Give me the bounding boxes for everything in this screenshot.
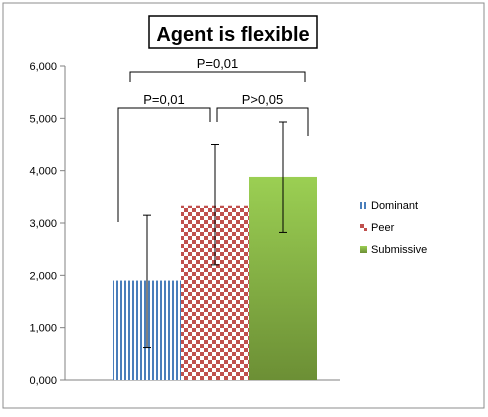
y-tick-label: 0,000	[29, 375, 57, 387]
error-bar-group	[143, 121, 287, 349]
title-box	[148, 15, 318, 49]
significance-group: P=0,01 P=0,01 P>0,05	[117, 56, 309, 222]
legend-swatch-peer	[360, 224, 367, 231]
legend-swatch-submissive	[360, 246, 367, 253]
y-tick-label: 1,000	[29, 323, 57, 335]
significance-label: P=0,01	[197, 56, 239, 71]
y-tick-label: 3,000	[29, 218, 57, 230]
significance-label: P>0,05	[242, 92, 284, 107]
significance-bracket	[216, 107, 309, 136]
y-tick-label: 6,000	[29, 61, 57, 73]
legend: Dominant Peer Submissive	[360, 200, 427, 256]
y-tick-label: 4,000	[29, 166, 57, 178]
significance-bracket	[117, 107, 211, 222]
legend-label-submissive: Submissive	[371, 244, 427, 256]
significance-bracket	[129, 71, 306, 82]
legend-label-peer: Peer	[371, 222, 395, 234]
y-tick-label: 5,000	[29, 113, 57, 125]
legend-swatch-dominant	[360, 202, 367, 209]
chart-title: Agent is flexible	[156, 24, 309, 46]
y-tick-label: 2,000	[29, 270, 57, 282]
legend-label-dominant: Dominant	[371, 200, 418, 212]
y-tick-group: 0,000 1,000 2,000 3,000 4,000 5,000 6,000	[29, 61, 65, 387]
significance-label: P=0,01	[143, 92, 185, 107]
